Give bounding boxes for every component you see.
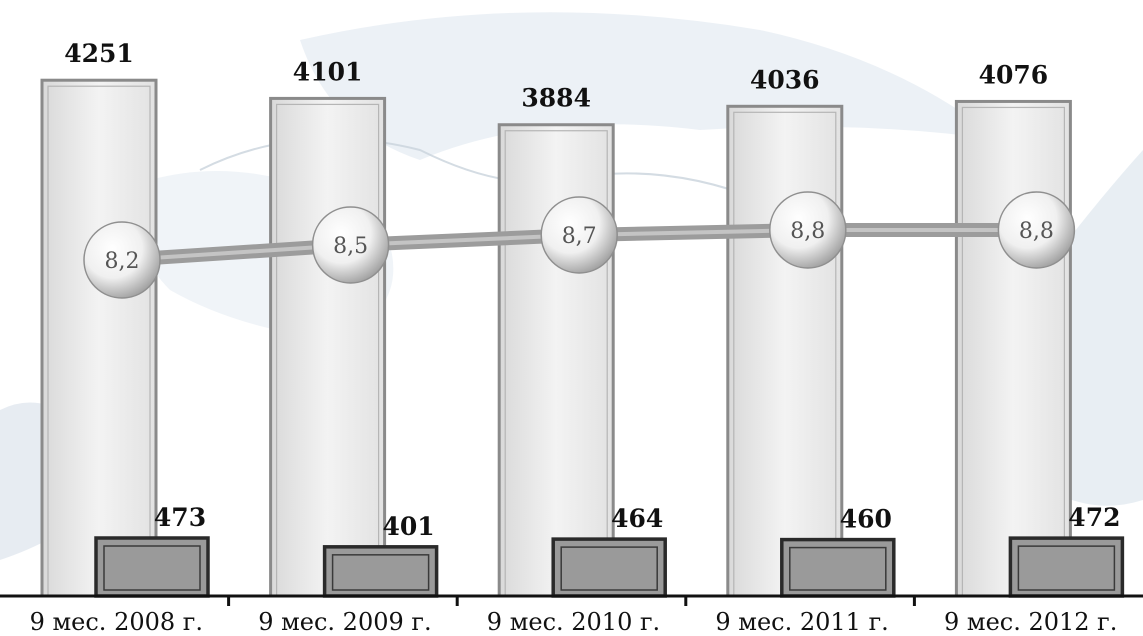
tall-bar-value-label: 4036: [750, 65, 820, 94]
ratio-value-label: 8,2: [105, 249, 140, 274]
tall-bar-value-label: 3884: [521, 84, 591, 113]
x-axis: [0, 594, 1143, 606]
ratio-line-group: 8,2 8,5 8,7 8,8 8,8: [83, 191, 1076, 299]
ratio-value-label: 8,8: [1019, 219, 1054, 244]
short-bar-inner: [331, 554, 430, 591]
ratio-value-label: 8,8: [790, 219, 825, 244]
ratio-marker: [83, 221, 161, 299]
short-bars-group: [94, 536, 1125, 598]
short-bar-value-label: 401: [383, 512, 435, 541]
tall-bar-value-label: 4076: [979, 60, 1049, 89]
tall-bar-value-label: 4101: [293, 57, 363, 86]
short-bar: [1008, 536, 1125, 598]
category-label: 9 мес. 2011 г.: [715, 608, 888, 636]
category-label: 9 мес. 2009 г.: [258, 608, 431, 636]
map-region-north: [300, 12, 1000, 160]
labels-group: 4251 473 9 мес. 2008 г. 4101 401 9 мес. 2009 …: [30, 39, 1121, 636]
category-label: 9 мес. 2010 г.: [487, 608, 660, 636]
short-bar: [551, 537, 667, 598]
short-bar-value-label: 464: [611, 504, 663, 533]
short-bar-value-label: 460: [840, 505, 892, 534]
category-label: 9 мес. 2012 г.: [944, 608, 1117, 636]
ratio-value-label: 8,5: [333, 234, 368, 259]
short-bar-inner: [1017, 545, 1116, 591]
short-bar: [780, 537, 896, 598]
tall-bar: [40, 78, 158, 598]
tall-bar: [269, 96, 387, 598]
tall-bar-value-label: 4251: [64, 39, 134, 68]
short-bar-inner: [789, 546, 887, 591]
ratio-marker: [997, 191, 1076, 269]
short-bar-inner: [560, 546, 658, 591]
ratio-marker: [311, 206, 390, 284]
short-bar-value-label: 472: [1068, 503, 1120, 532]
tall-bar: [497, 123, 615, 598]
tall-bar: [954, 99, 1072, 598]
short-bar: [94, 536, 210, 598]
tall-bar: [726, 104, 844, 598]
ratio-value-label: 8,7: [562, 224, 597, 249]
category-label: 9 мес. 2008 г.: [30, 608, 203, 636]
ratio-marker: [769, 191, 847, 269]
short-bar-value-label: 473: [154, 503, 206, 532]
short-bar-inner: [103, 545, 201, 591]
ratio-marker: [540, 196, 618, 274]
